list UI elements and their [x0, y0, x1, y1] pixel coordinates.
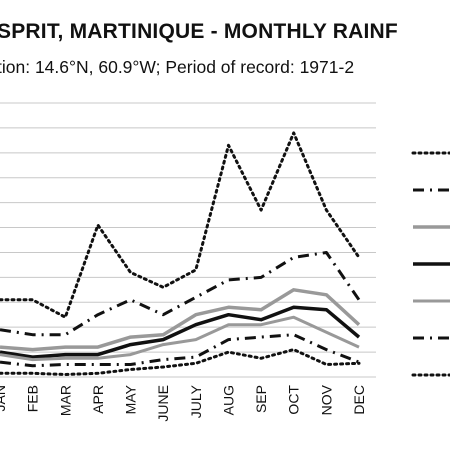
x-tick-label-apr: APR: [90, 385, 106, 414]
series-line-2: [0, 251, 361, 337]
x-tick-label-nov: NOV: [318, 384, 334, 415]
x-tick-label-june: JUNE: [155, 385, 171, 422]
x-tick-label-sep: SEP: [253, 385, 269, 413]
series-line-6: [0, 333, 360, 368]
series-line-1: [0, 131, 361, 319]
series-line-3: [0, 288, 361, 352]
x-tick-label-oct: OCT: [286, 385, 302, 415]
x-tick-label-jan: JAN: [0, 385, 8, 411]
x-tick-label-aug: AUG: [220, 385, 236, 415]
x-tick-label-may: MAY: [123, 384, 139, 414]
chart-title: SPRIT, MARTINIQUE - MONTHLY RAINF: [0, 20, 398, 43]
x-tick-label-july: JULY: [188, 384, 204, 418]
chart-subtitle: tion: 14.6°N, 60.9°W; Period of record: …: [0, 57, 355, 77]
series-line-5: [0, 315, 360, 362]
x-tick-label-feb: FEB: [25, 385, 41, 412]
series-line-4: [0, 305, 361, 359]
x-tick-label-dec: DEC: [351, 385, 367, 415]
x-tick-label-mar: MAR: [57, 385, 73, 416]
series-line-7: [0, 348, 361, 376]
